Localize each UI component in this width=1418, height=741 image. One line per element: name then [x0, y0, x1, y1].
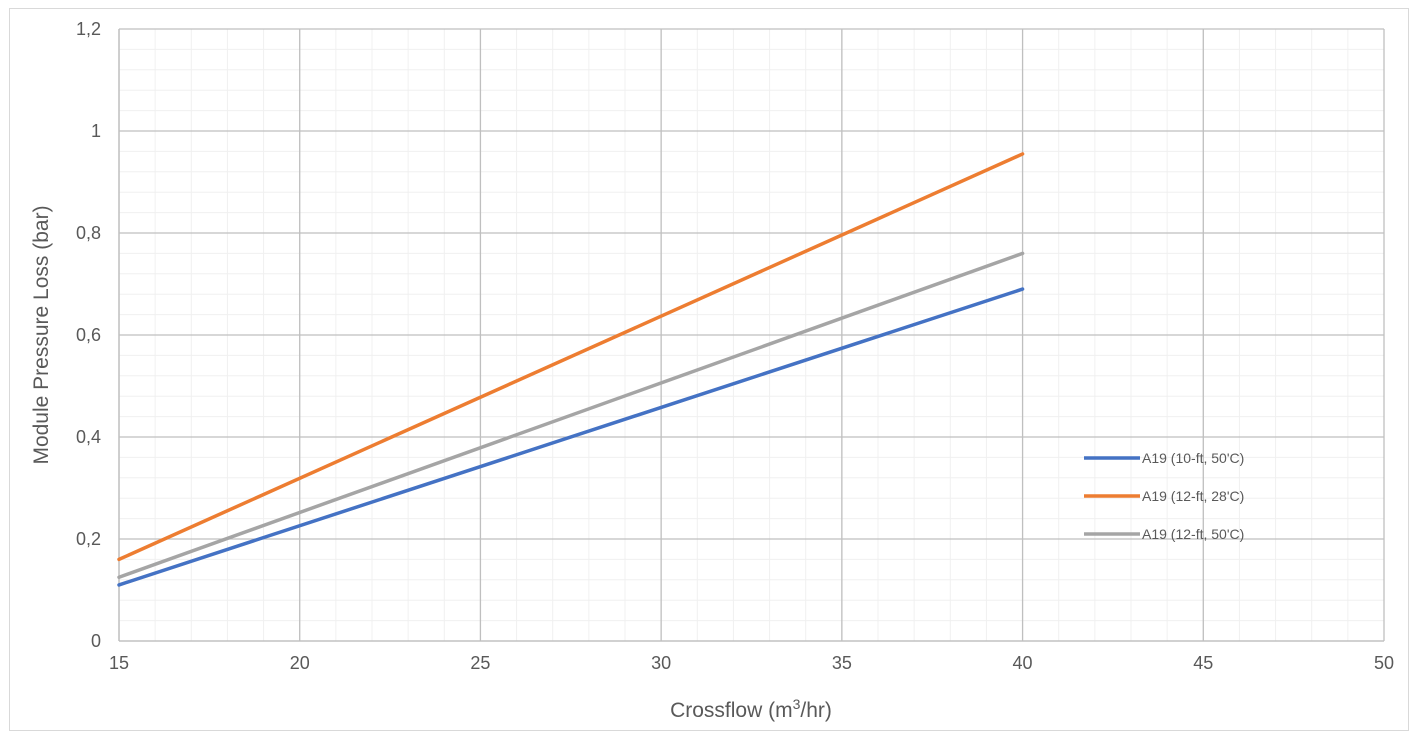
y-tick-label: 1	[91, 121, 101, 141]
x-axis-title: Crossflow (m3/hr)	[670, 696, 832, 722]
x-tick-label: 25	[470, 653, 490, 673]
series-line	[119, 253, 1023, 577]
x-axis-tick-labels: 15 20 25 30 35 40 45 50	[109, 653, 1394, 673]
x-tick-label: 30	[651, 653, 671, 673]
legend-label: A19 (12-ft, 50'C)	[1142, 526, 1244, 542]
y-tick-label: 0,4	[76, 427, 101, 447]
y-axis-title: Module Pressure Loss (bar)	[30, 205, 53, 464]
x-tick-label: 45	[1193, 653, 1213, 673]
legend: A19 (10-ft, 50'C) A19 (12-ft, 28'C) A19 (1…	[1084, 450, 1244, 542]
y-tick-label: 0,6	[76, 325, 101, 345]
y-tick-label: 0,2	[76, 529, 101, 549]
x-tick-label: 40	[1013, 653, 1033, 673]
x-tick-label: 20	[290, 653, 310, 673]
legend-label: A19 (10-ft, 50'C)	[1142, 450, 1244, 466]
x-tick-label: 15	[109, 653, 129, 673]
major-gridlines	[119, 29, 1384, 641]
y-tick-label: 1,2	[76, 19, 101, 39]
legend-label: A19 (12-ft, 28'C)	[1142, 488, 1244, 504]
series-layer	[119, 154, 1023, 585]
y-axis-tick-labels: 0 0,2 0,4 0,6 0,8 1 1,2	[76, 19, 101, 651]
x-tick-label: 50	[1374, 653, 1394, 673]
y-tick-label: 0	[91, 631, 101, 651]
y-tick-label: 0,8	[76, 223, 101, 243]
x-tick-label: 35	[832, 653, 852, 673]
